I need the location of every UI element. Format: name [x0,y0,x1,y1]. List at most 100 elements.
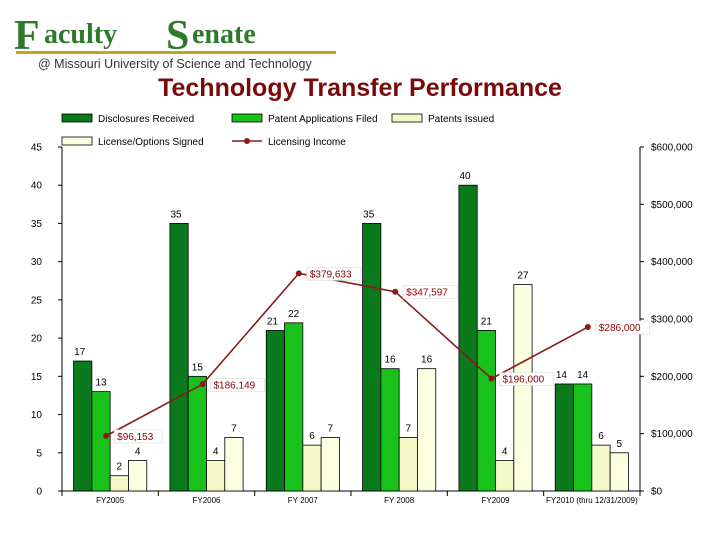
x-category-label: FY2006 [192,496,221,505]
applications-bar [380,368,400,492]
applications-bar [284,322,304,492]
legend-patents-label: Patents Issued [428,114,494,125]
chart-axes: 051015202530354045$0$100,000$200,000$300… [31,143,693,506]
licensing-income-label-box [113,429,163,444]
licensing-income-path [105,272,589,437]
y-tick-label: 35 [31,219,43,230]
applications-value-label: 13 [95,378,107,389]
disclosures-value-label: 14 [556,370,568,381]
patents-value-label: 4 [213,446,219,457]
license-bar [128,460,148,492]
applications-value-label: 22 [288,309,300,320]
disclosures-bar [554,383,574,492]
patents-value-label: 7 [406,423,412,434]
y-tick-label: 15 [31,372,43,383]
licensing-income-point [584,324,591,331]
license-value-label: 7 [231,423,237,434]
license-value-label: 4 [135,446,141,457]
licensing-income-label-box [499,372,554,386]
patents-value-label: 2 [117,462,123,473]
x-category-label: FY2009 [481,496,510,505]
licensing-income-label: $96,153 [117,432,154,443]
license-value-label: 16 [421,355,433,366]
legend-disclosures-label: Disclosures Received [98,114,194,125]
licensing-income-label: $347,597 [406,288,448,299]
logo-big-f: F [14,13,40,59]
applications-value-label: 14 [577,370,589,381]
license-value-label: 27 [517,271,529,282]
applications-bar [573,383,593,492]
disclosures-bar [73,360,93,492]
licensing-income-point [103,432,110,439]
x-category-label: FY2005 [96,496,125,505]
legend-license-label: License/Options Signed [98,137,204,148]
licensing-income-label-box [210,377,265,392]
license-bar [224,437,244,492]
licensing-income-point [488,375,495,382]
patents-legend-swatch [391,113,423,123]
y-tick-label: 0 [36,487,42,498]
disclosures-value-label: 35 [170,209,182,220]
disclosures-value-label: 40 [459,171,471,182]
applications-value-label: 16 [384,355,396,366]
licensing-income-label-box [402,285,458,300]
disclosures-bar [169,223,189,492]
y2-tick-label: $200,000 [651,372,693,383]
y2-tick-label: $500,000 [651,200,693,211]
disclosures-bar [362,223,382,492]
applications-legend-swatch [231,113,263,123]
license-bar [513,284,533,492]
licensing-income-line: $96,153 $186,149 $379,633 $347,597 $196,000 $… [103,267,651,444]
y2-tick-label: $600,000 [651,143,693,154]
disclosures-value-label: 35 [363,209,375,220]
logo-word-faculty: aculty [44,19,117,50]
patents-bar [302,444,322,492]
y-tick-label: 10 [31,410,43,421]
chart-legend: Disclosures Received Patent Applications … [61,113,494,148]
y2-tick-label: $400,000 [651,257,693,268]
patents-bar [398,437,418,492]
patents-value-label: 6 [598,431,604,442]
legend-income-label: Licensing Income [268,137,346,148]
x-category-label: FY2010 (thru 12/31/2009) [546,496,638,505]
applications-value-label: 21 [481,316,493,327]
patents-value-label: 4 [502,446,508,457]
patents-value-label: 6 [309,431,315,442]
faculty-senate-logo: F aculty S enate @ Missouri University o… [14,13,336,71]
patents-bar [591,444,611,492]
licensing-income-label: $379,633 [310,269,352,280]
licensing-income-label: $186,149 [214,380,256,391]
license-bar [417,368,437,492]
logo-big-s: S [166,13,189,59]
disclosures-legend-swatch [61,113,93,123]
license-bar [609,452,629,492]
legend-applications-label: Patent Applications Filed [268,114,378,125]
y-tick-label: 45 [31,143,43,154]
y2-tick-label: $0 [651,487,663,498]
applications-bar [476,330,496,492]
y-tick-label: 5 [36,448,42,459]
y2-tick-label: $100,000 [651,429,693,440]
patents-bar [495,460,515,492]
y-tick-label: 30 [31,257,43,268]
license-value-label: 5 [617,439,623,450]
licensing-income-label: $196,000 [503,375,545,386]
license-legend-swatch [61,136,93,146]
license-bar [320,437,340,492]
x-category-label: FY 2007 [288,496,319,505]
y-tick-label: 25 [31,295,43,306]
logo-underline [16,51,336,54]
y-tick-label: 40 [31,181,43,192]
chart-title: Technology Transfer Performance [158,74,562,102]
chart-bar-labels: 17 35 21 35 40 14 13 15 22 16 21 14 2 4 6 7 4 6 4 7 7 16 27 5 [74,171,622,472]
disclosures-value-label: 17 [74,347,86,358]
licensing-income-label-box [595,320,651,335]
applications-value-label: 15 [192,362,204,373]
x-category-label: FY 2008 [384,496,415,505]
chart-bars [73,184,629,492]
licensing-income-point [295,270,302,277]
applications-bar [91,391,111,492]
disclosures-value-label: 21 [267,316,279,327]
legend-income-marker [244,138,250,144]
